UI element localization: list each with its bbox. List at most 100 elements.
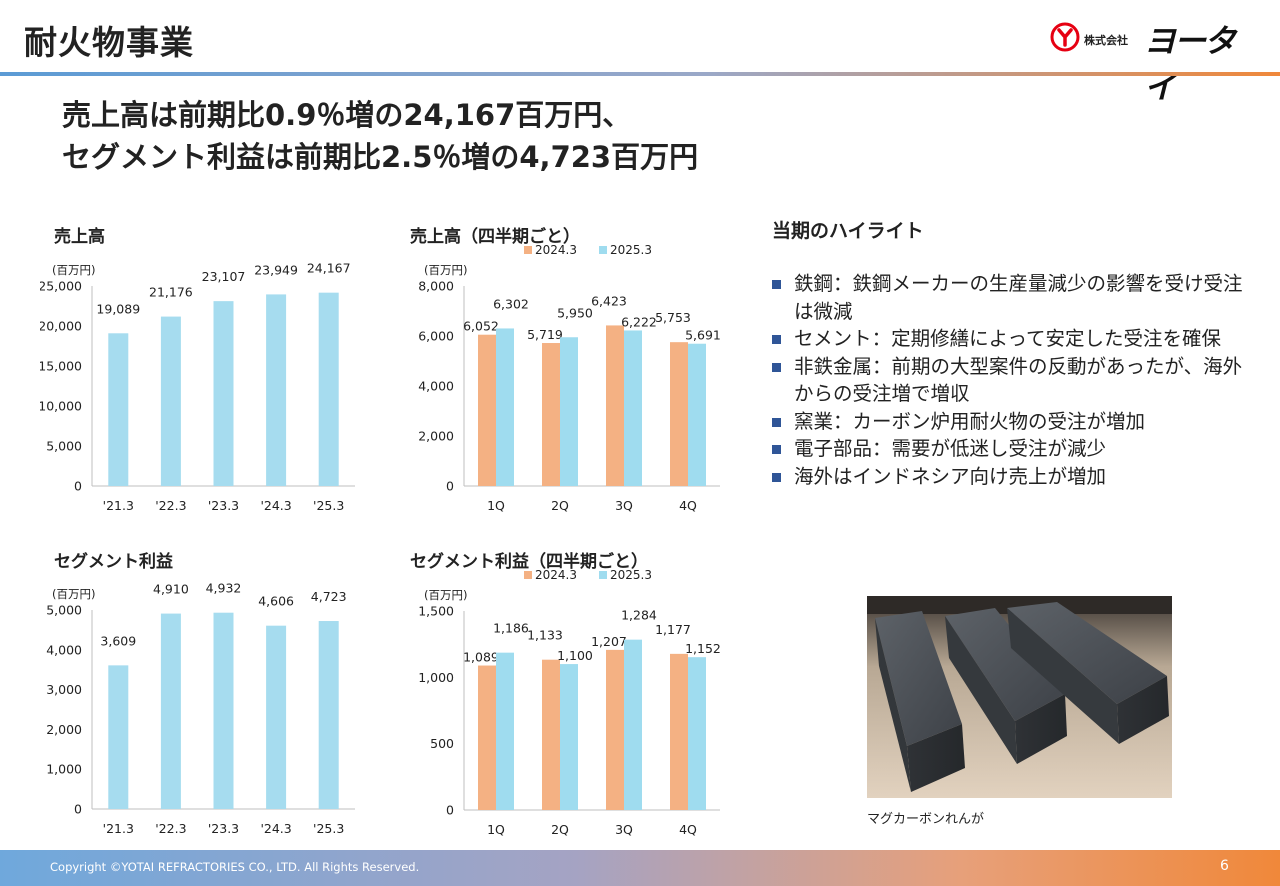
x-tick-label: 4Q (679, 822, 697, 837)
data-label: 4,723 (311, 589, 347, 604)
brick-top-face (875, 611, 962, 746)
data-label: 1,133 (527, 628, 563, 643)
headline-line-1: 売上高は前期比0.9％増の24,167百万円、 (62, 98, 632, 132)
y-tick-label: 0 (74, 479, 82, 494)
legend-label: 2024.3 (535, 243, 577, 257)
profit-annual-chart: (百万円) 0 1,000 2,000 3,000 4,000 5,000 3,609 '21.… (46, 581, 355, 836)
brick-end-face (945, 616, 1017, 764)
mag-carbon-brick-photo (867, 596, 1172, 798)
data-label: 6,222 (621, 314, 657, 329)
brick-side-face (907, 724, 965, 792)
data-label: 5,691 (685, 328, 721, 343)
square-bullet-icon (772, 362, 781, 372)
data-label: 1,284 (621, 608, 657, 623)
brick-side-face (1015, 694, 1067, 764)
bar (213, 612, 234, 809)
y-tick-label: 20,000 (40, 319, 82, 334)
footer-bar (0, 850, 1280, 886)
legend-swatch-2024-3 (524, 571, 532, 579)
y-tick-label: 500 (430, 736, 454, 751)
brick-end-face (875, 618, 911, 792)
legend-swatch-2025-3 (599, 246, 607, 254)
square-bullet-icon (772, 445, 781, 454)
bar (266, 625, 287, 809)
copyright-text: Copyright ©YOTAI REFRACTORIES CO., LTD. … (50, 860, 420, 874)
y-tick-label: 4,000 (46, 642, 82, 657)
highlight-item: 非鉄金属：前期の大型案件の反動があったが、海外からの受注増で増収 (772, 353, 1252, 408)
y-tick-label: 4,000 (418, 379, 454, 394)
data-label: 3,609 (100, 633, 136, 648)
bar-2025-3 (496, 328, 514, 486)
legend-swatch-2025-3 (599, 571, 607, 579)
unit-label: (百万円) (52, 587, 95, 601)
highlight-item-text: 非鉄金属：前期の大型案件の反動があったが、海外からの受注増で増収 (794, 354, 1243, 406)
x-tick-label: '24.3 (260, 821, 291, 836)
unit-label: (百万円) (424, 263, 467, 277)
unit-label: (百万円) (424, 588, 467, 602)
data-label: 4,932 (206, 581, 242, 596)
unit-label: (百万円) (52, 263, 95, 277)
chart-title-profit-annual: セグメント利益 (54, 552, 173, 572)
bar (160, 613, 181, 809)
data-label: 4,910 (153, 582, 189, 597)
data-label: 1,152 (685, 641, 721, 656)
bar-2024-3 (670, 342, 688, 486)
page-title: 耐火物事業 (24, 23, 194, 62)
x-tick-label: 2Q (551, 498, 569, 513)
data-label: 23,949 (254, 262, 298, 277)
bar (160, 316, 181, 486)
logo-corp-text: 株式会社 (1084, 34, 1128, 47)
y-tick-label: 25,000 (40, 279, 82, 294)
bar-2024-3 (670, 653, 688, 810)
bar (108, 333, 129, 486)
bar-2024-3 (606, 325, 624, 486)
bar-2024-3 (542, 343, 560, 486)
data-label: 23,107 (202, 269, 246, 284)
highlight-item-text: 海外はインドネシア向け売上が増加 (794, 464, 1107, 488)
page-number: 6 (1220, 858, 1229, 874)
x-tick-label: '25.3 (313, 498, 344, 513)
y-tick-label: 0 (446, 803, 454, 818)
data-label: 6,423 (591, 293, 627, 308)
x-tick-label: '23.3 (208, 821, 239, 836)
bar (318, 621, 339, 809)
chart-title-sales-annual: 売上高 (54, 227, 105, 247)
bar-2024-3 (542, 659, 560, 810)
highlight-item-text: 鉄鋼：鉄鋼メーカーの生産量減少の影響を受け受注は微減 (794, 272, 1243, 323)
highlight-list: 鉄鋼：鉄鋼メーカーの生産量減少の影響を受け受注は微減 セメント：定期修繕によって… (772, 270, 1252, 490)
highlight-item: セメント：定期修繕によって安定した受注を確保 (772, 325, 1252, 353)
yotai-logo-icon (1050, 22, 1080, 52)
y-tick-label: 1,000 (46, 762, 82, 777)
data-label: 5,719 (527, 327, 563, 342)
data-label: 6,302 (493, 296, 529, 311)
x-tick-label: 1Q (487, 498, 505, 513)
bar-2025-3 (560, 664, 578, 810)
bar-2025-3 (624, 330, 642, 486)
y-tick-label: 1,000 (418, 670, 454, 685)
data-label: 1,100 (557, 648, 593, 663)
profit-quarterly-chart: (百万円) 0 500 1,000 1,500 2024.3 2025.3 1,089 1,18… (418, 568, 721, 837)
company-logo: 株式会社 ヨータイ (1050, 22, 1260, 106)
data-label: 21,176 (149, 285, 193, 300)
logo-brand-text: ヨータイ (1144, 22, 1236, 106)
x-tick-label: '25.3 (313, 821, 344, 836)
highlight-item: 窯業：カーボン炉用耐火物の受注が増加 (772, 408, 1252, 436)
headline-line-2: セグメント利益は前期比2.5％増の4,723百万円 (62, 140, 699, 174)
y-tick-label: 8,000 (418, 279, 454, 294)
bar-2025-3 (560, 337, 578, 486)
brick-side-face (1117, 676, 1169, 744)
brick-top-face (1007, 602, 1167, 704)
legend-label: 2024.3 (535, 568, 577, 582)
data-label: 1,177 (655, 622, 691, 637)
highlight-title: 当期のハイライト (772, 220, 924, 242)
x-tick-label: 1Q (487, 822, 505, 837)
data-label: 4,606 (258, 594, 294, 609)
bar-2025-3 (688, 343, 706, 486)
square-bullet-icon (772, 472, 781, 482)
legend-swatch-2024-3 (524, 246, 532, 254)
y-tick-label: 1,500 (418, 604, 454, 619)
brick-top-face (945, 608, 1065, 721)
bar-2025-3 (496, 652, 514, 810)
sales-annual-chart: (百万円) 0 5,000 10,000 15,000 20,000 25,000 19,08… (40, 261, 355, 513)
sales-quarterly-chart: (百万円) 0 2,000 4,000 6,000 8,000 2024.3 2025.3 6,… (418, 243, 721, 513)
